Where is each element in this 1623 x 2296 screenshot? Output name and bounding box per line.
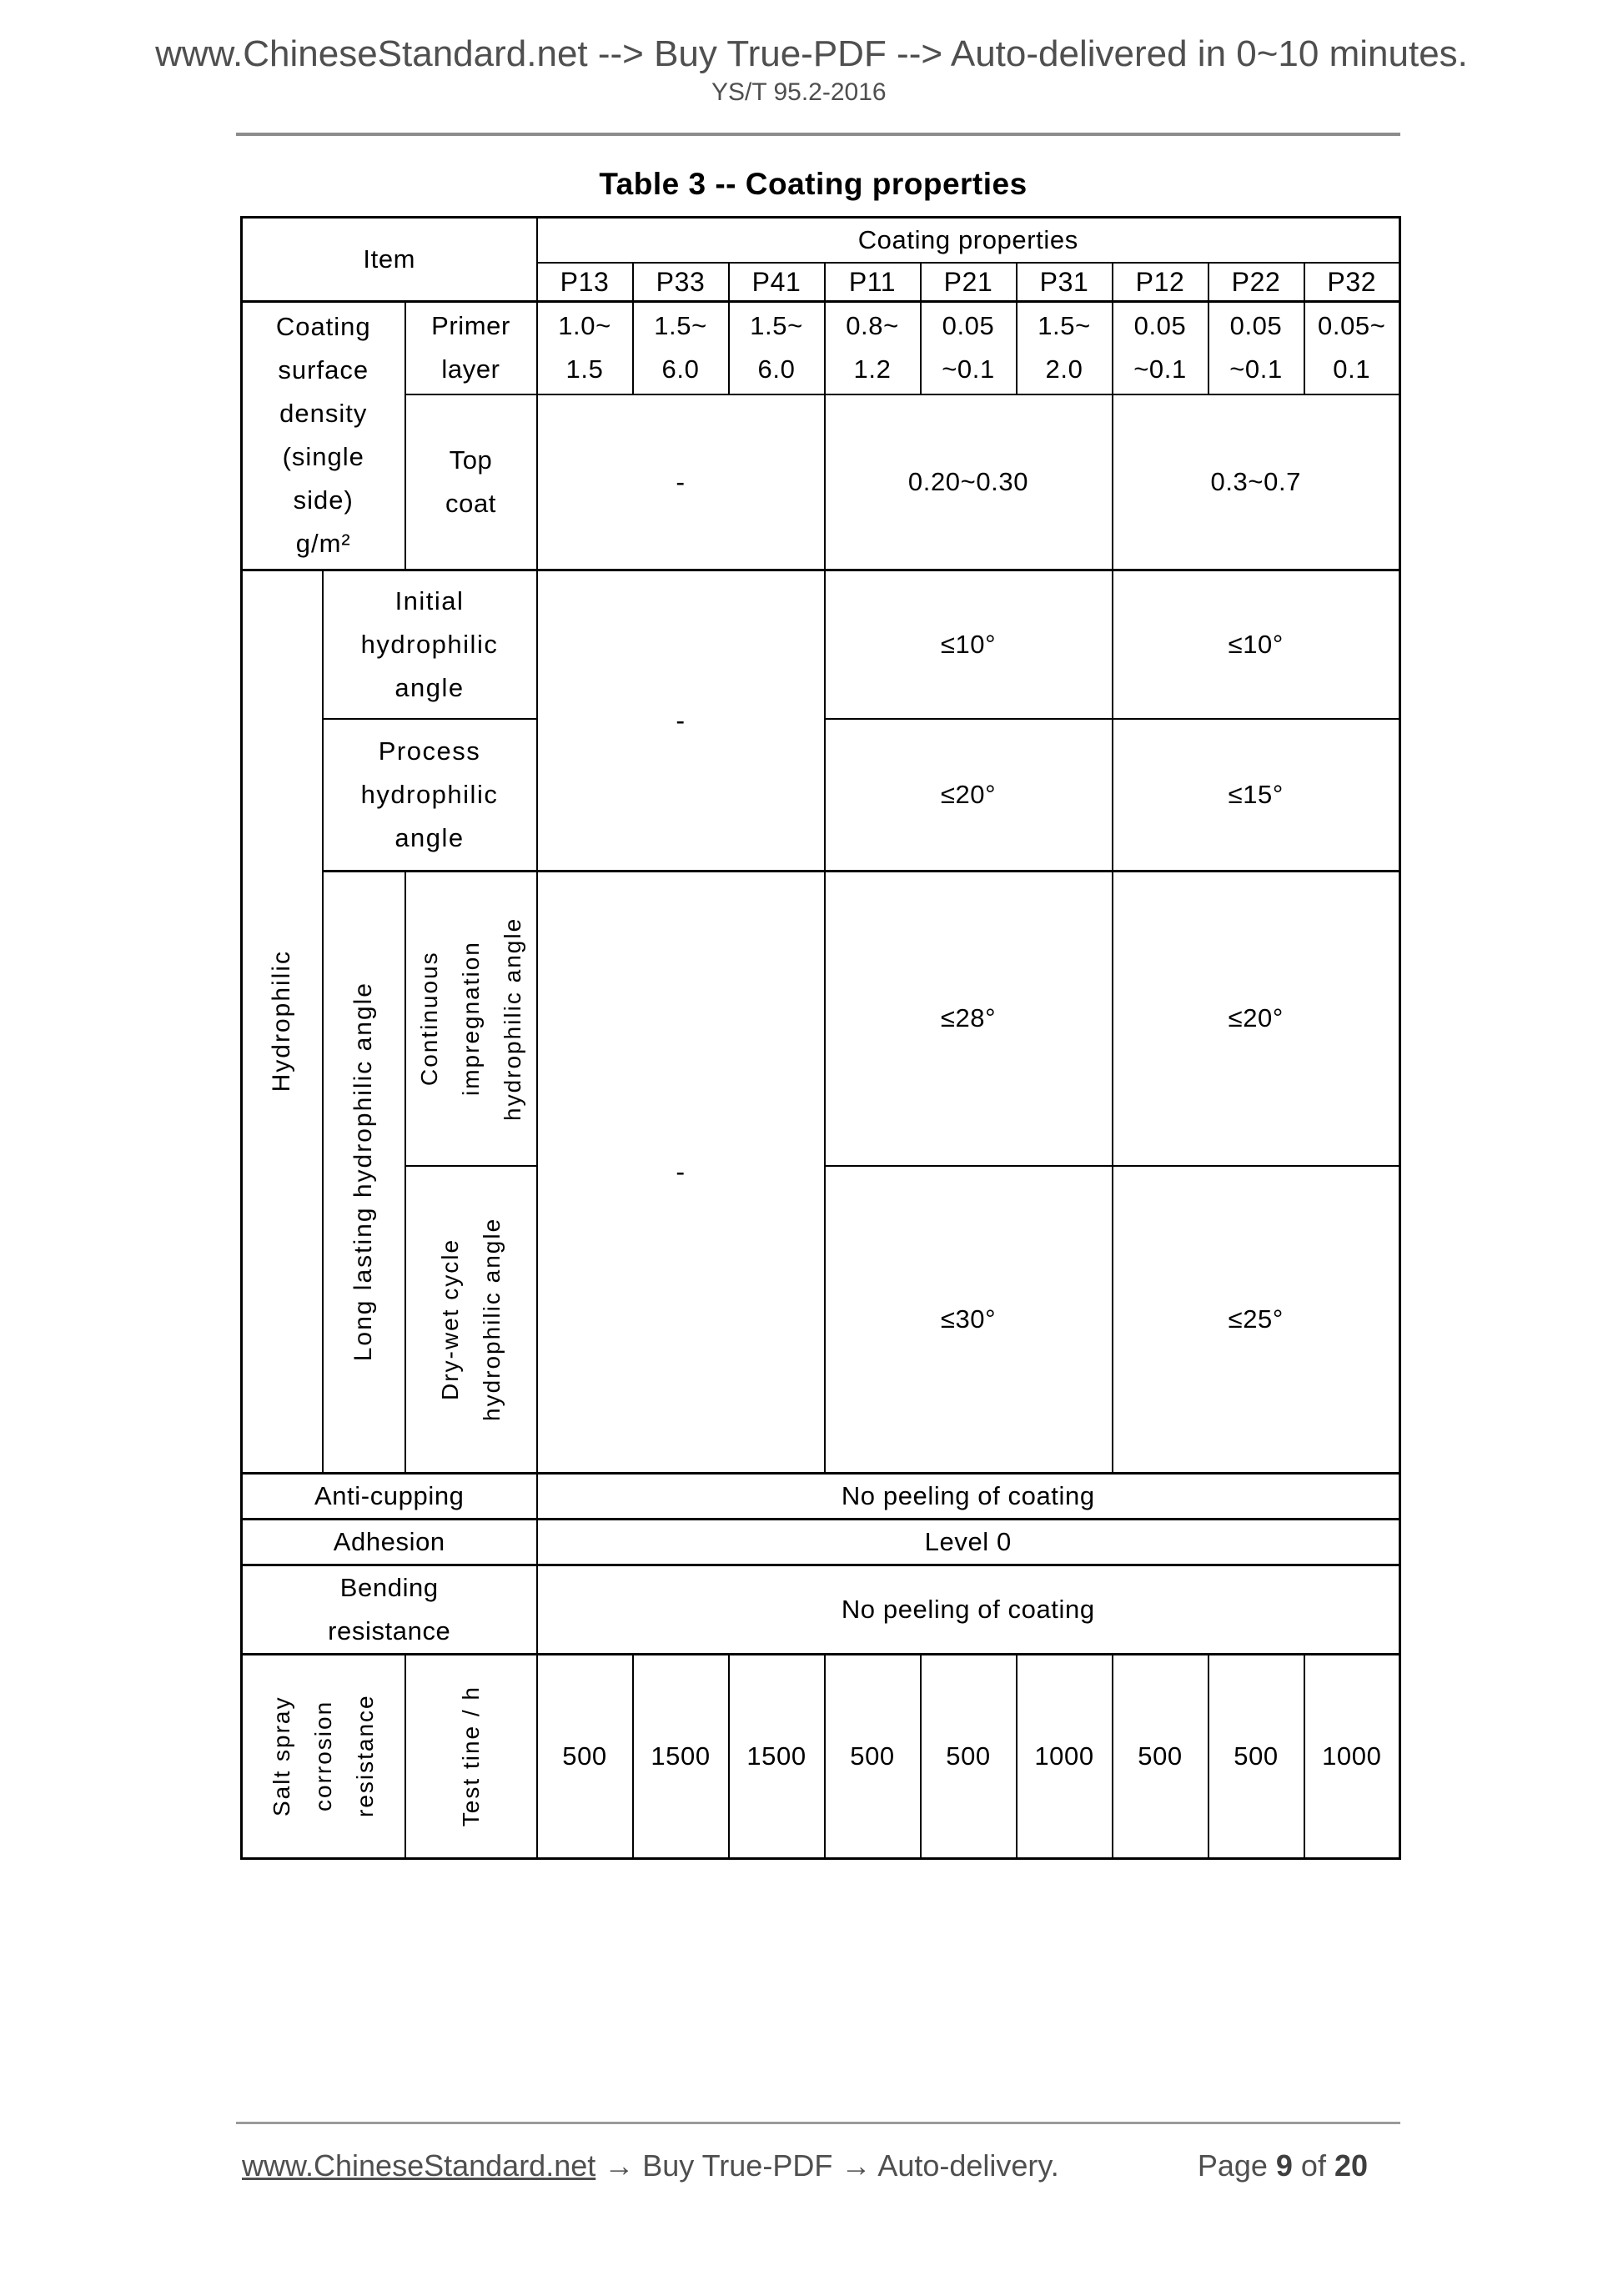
col-header-p32: P32	[1303, 262, 1401, 303]
initial-process-value-group1: -	[535, 568, 826, 872]
hydrophilic-section-label: Hydrophilic	[240, 568, 324, 1474]
salt-value-p22: 500	[1207, 1652, 1305, 1859]
long-lasting-value-group1: -	[535, 869, 826, 1474]
col-header-p33: P33	[631, 262, 730, 303]
col-header-p12: P12	[1111, 262, 1209, 303]
salt-value-p21: 500	[919, 1652, 1018, 1859]
row-bending-resistance: Bending resistance No peeling of coating	[240, 1563, 1401, 1655]
continuous-impregnation-label: Continuous impregnation hydrophilic angl…	[404, 869, 538, 1167]
row-anti-cupping: Anti-cupping No peeling of coating	[240, 1471, 1401, 1520]
primer-value-p11: 0.8~ 1.2	[823, 299, 922, 395]
primer-value-p12: 0.05 ~0.1	[1111, 299, 1209, 395]
primer-value-p31: 1.5~ 2.0	[1015, 299, 1113, 395]
adhesion-value: Level 0	[535, 1517, 1401, 1566]
col-header-p21: P21	[919, 262, 1018, 303]
top-coat-value-group1: -	[535, 394, 826, 571]
dry-wet-value-group2: ≤30°	[823, 1165, 1113, 1475]
coating-properties-table: Item Coating properties P13 P33 P41 P11 …	[240, 216, 1401, 1860]
dry-wet-cycle-vertical-text: Dry-wet cycle hydrophilic angle	[436, 1217, 505, 1421]
dry-wet-cycle-label: Dry-wet cycle hydrophilic angle	[404, 1165, 538, 1475]
initial-value-group2: ≤10°	[823, 568, 1113, 720]
process-value-group2: ≤20°	[823, 718, 1113, 872]
page-total: 20	[1334, 2148, 1368, 2183]
of-label: of	[1300, 2148, 1326, 2183]
col-header-p22: P22	[1207, 262, 1305, 303]
anti-cupping-value: No peeling of coating	[535, 1471, 1401, 1520]
top-coat-label: Top coat	[404, 394, 538, 571]
col-header-p11: P11	[823, 262, 922, 303]
salt-value-p12: 500	[1111, 1652, 1209, 1859]
primer-value-p21: 0.05 ~0.1	[919, 299, 1018, 395]
process-value-group3: ≤15°	[1111, 718, 1401, 872]
primer-value-p41: 1.5~ 6.0	[727, 299, 826, 395]
primer-value-p13: 1.0~ 1.5	[535, 299, 634, 395]
salt-value-p32: 1000	[1303, 1652, 1401, 1859]
item-header-cell: Item	[240, 216, 538, 302]
header-banner: www.ChineseStandard.net --> Buy True-PDF…	[155, 33, 1468, 74]
salt-spray-label: Salt spray corrosion resistance	[240, 1652, 406, 1859]
footer-left: www.ChineseStandard.net → Buy True-PDF →…	[242, 2148, 1059, 2183]
continuous-impregnation-vertical-text: Continuous impregnation hydrophilic angl…	[415, 917, 525, 1121]
dry-wet-value-group3: ≤25°	[1111, 1165, 1401, 1475]
footer-page-indicator: Page 9 of 20	[1189, 2148, 1368, 2183]
standard-code: YS/T 95.2-2016	[711, 78, 887, 106]
hydrophilic-vertical-text: Hydrophilic	[268, 950, 296, 1093]
row-primer-layer: Coating surface density (single side) g/m² Pr…	[240, 299, 1401, 570]
group-header-cell: Coating properties	[535, 216, 1401, 264]
row-adhesion: Adhesion Level 0	[240, 1517, 1401, 1566]
row-continuous-impregnation: Long lasting hydrophilic angle Continuou…	[242, 869, 1401, 1474]
footer-website-link[interactable]: www.ChineseStandard.net	[242, 2148, 596, 2183]
header-row-columns: P13 P33 P41 P11 P21 P31 P12 P22 P32	[242, 262, 1401, 303]
col-header-p13: P13	[535, 262, 634, 303]
test-time-vertical-text: Test tine / h	[457, 1685, 484, 1827]
long-lasting-vertical-text: Long lasting hydrophilic angle	[349, 982, 377, 1362]
top-coat-value-group3: 0.3~0.7	[1111, 394, 1401, 571]
header-row-group: Item Coating properties	[240, 216, 1401, 302]
salt-value-p33: 1500	[631, 1652, 730, 1859]
process-hydrophilic-label: Process hydrophilic angle	[321, 718, 538, 872]
primer-value-p22: 0.05 ~0.1	[1207, 299, 1305, 395]
row-salt-spray: Salt spray corrosion resistance Test tin…	[240, 1652, 1401, 1859]
long-lasting-label: Long lasting hydrophilic angle	[321, 869, 406, 1474]
row-process-hydrophilic: Process hydrophilic angle ≤20° ≤15°	[242, 718, 1401, 872]
salt-value-p41: 1500	[727, 1652, 826, 1859]
page-label: Page	[1197, 2148, 1268, 2183]
col-header-p41: P41	[727, 262, 826, 303]
table-title: Table 3 -- Coating properties	[599, 167, 1028, 201]
coating-density-label: Coating surface density (single side) g/m²	[240, 299, 406, 570]
row-initial-hydrophilic: Hydrophilic Initial hydrophilic angle - ≤1…	[240, 568, 1401, 1474]
page-number: 9	[1275, 2148, 1293, 2183]
footer: www.ChineseStandard.net → Buy True-PDF →…	[242, 2148, 1368, 2183]
continuous-value-group3: ≤20°	[1111, 869, 1401, 1167]
test-time-label: Test tine / h	[404, 1652, 538, 1859]
header-rule	[236, 133, 1400, 136]
col-header-p31: P31	[1015, 262, 1113, 303]
footer-tagline: → Buy True-PDF → Auto-delivery.	[595, 2148, 1059, 2183]
salt-spray-vertical-text: Salt spray corrosion resistance	[268, 1694, 378, 1818]
salt-value-p11: 500	[823, 1652, 922, 1859]
salt-value-p31: 1000	[1015, 1652, 1113, 1859]
primer-layer-label: Primer layer	[404, 299, 538, 395]
bending-resistance-value: No peeling of coating	[535, 1563, 1401, 1655]
row-dry-wet-cycle: Dry-wet cycle hydrophilic angle ≤30° ≤25…	[242, 1165, 1401, 1475]
initial-value-group3: ≤10°	[1111, 568, 1401, 720]
initial-hydrophilic-label: Initial hydrophilic angle	[321, 568, 538, 720]
primer-value-p32: 0.05~ 0.1	[1303, 299, 1401, 395]
anti-cupping-label: Anti-cupping	[240, 1471, 538, 1520]
top-coat-value-group2: 0.20~0.30	[823, 394, 1113, 571]
continuous-value-group2: ≤28°	[823, 869, 1113, 1167]
primer-value-p33: 1.5~ 6.0	[631, 299, 730, 395]
bending-resistance-label: Bending resistance	[240, 1563, 538, 1655]
row-top-coat: Top coat - 0.20~0.30 0.3~0.7	[242, 394, 1401, 571]
adhesion-label: Adhesion	[240, 1517, 538, 1566]
salt-value-p13: 500	[535, 1652, 634, 1859]
footer-rule	[236, 2122, 1400, 2124]
